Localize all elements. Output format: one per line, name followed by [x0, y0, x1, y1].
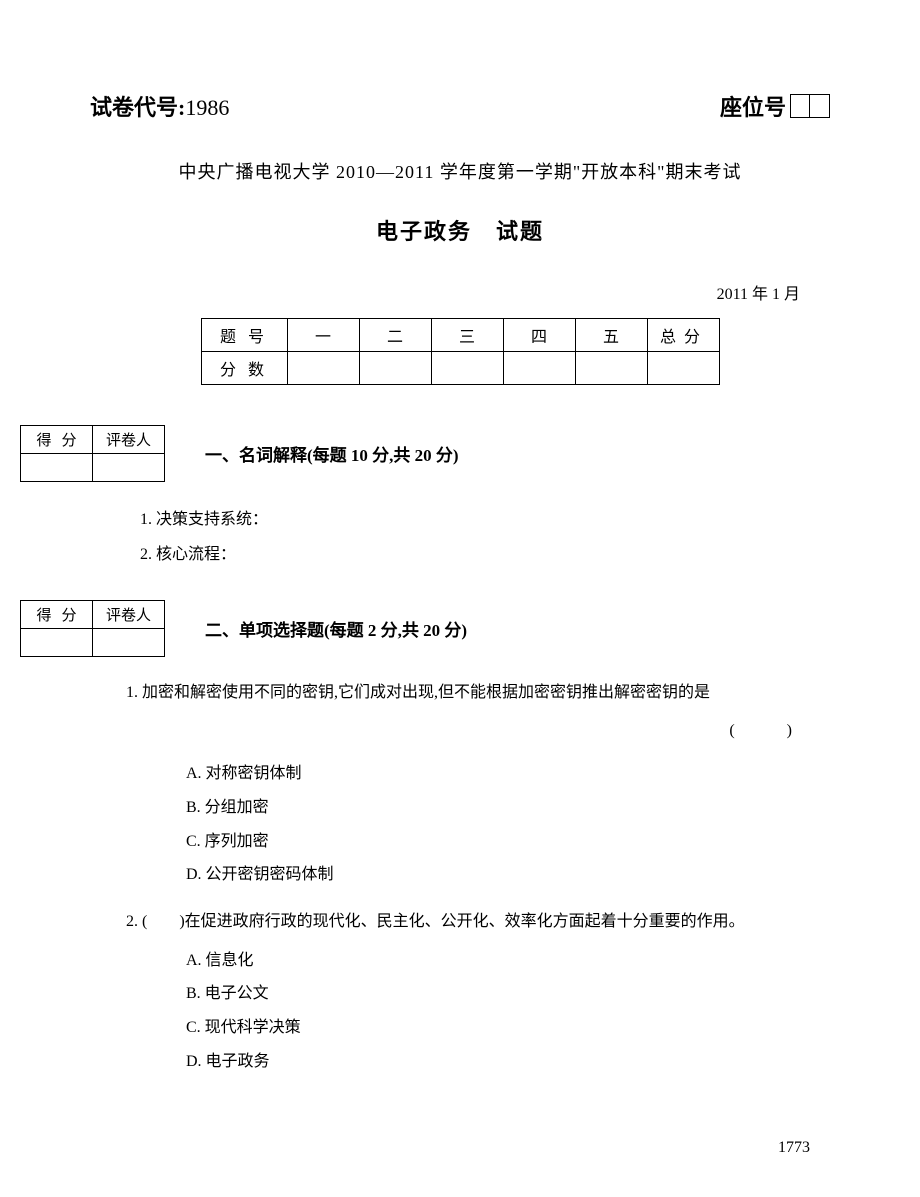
score-cell-1[interactable] [287, 352, 359, 385]
section-1-questions: 1. 决策支持系统： 2. 核心流程： [140, 502, 830, 572]
q2-2-opt-a: A. 信息化 [186, 944, 830, 978]
seat-cell-1[interactable] [790, 94, 810, 118]
q2-1-opt-c: C. 序列加密 [186, 825, 830, 859]
header-row: 试卷代号:1986 座位号 [90, 90, 830, 122]
grader-score-label-2: 得分 [21, 601, 93, 629]
q2-2-opt-d: D. 电子政务 [186, 1045, 830, 1079]
score-cell-3[interactable] [431, 352, 503, 385]
col-5: 五 [575, 319, 647, 352]
col-total: 总分 [647, 319, 719, 352]
score-cell-2[interactable] [359, 352, 431, 385]
score-table-header-row: 题号 一 二 三 四 五 总分 [201, 319, 719, 352]
grader-score-cell-2[interactable] [21, 629, 93, 657]
grader-box-2: 得分 评卷人 [20, 600, 165, 657]
section-1-title: 一、名词解释(每题 10 分,共 20 分) [205, 441, 459, 466]
grader-name-cell-2[interactable] [93, 629, 165, 657]
col-4: 四 [503, 319, 575, 352]
paper-code-label: 试卷代号: [90, 95, 185, 120]
section-2-title: 二、单项选择题(每题 2 分,共 20 分) [205, 616, 467, 641]
q2-2-opt-b: B. 电子公文 [186, 977, 830, 1011]
grader-box-1: 得分 评卷人 [20, 425, 165, 482]
q2-1-options: A. 对称密钥体制 B. 分组加密 C. 序列加密 D. 公开密钥密码体制 [186, 757, 830, 891]
seat-cell-2[interactable] [810, 94, 830, 118]
score-cell-4[interactable] [503, 352, 575, 385]
grader-name-label-2: 评卷人 [93, 601, 165, 629]
score-row-label: 题号 [201, 319, 287, 352]
q2-1-paren: ( ) [126, 715, 830, 747]
exam-subtitle: 中央广播电视大学 2010—2011 学年度第一学期"开放本科"期末考试 [90, 158, 830, 184]
seat-box: 座位号 [720, 90, 830, 122]
q1-1: 1. 决策支持系统： [140, 502, 830, 537]
paper-code-value: 1986 [185, 95, 229, 120]
score-summary-table: 题号 一 二 三 四 五 总分 分数 [201, 318, 720, 385]
section-2-header: 得分 评卷人 二、单项选择题(每题 2 分,共 20 分) [20, 600, 830, 657]
exam-title: 电子政务 试题 [90, 214, 830, 246]
col-2: 二 [359, 319, 431, 352]
exam-date: 2011 年 1 月 [90, 280, 830, 304]
grader-score-label: 得分 [21, 426, 93, 454]
seat-cells [790, 94, 830, 118]
q2-1-opt-a: A. 对称密钥体制 [186, 757, 830, 791]
q2-1-stem: 1. 加密和解密使用不同的密钥,它们成对出现,但不能根据加密密钥推出解密密钥的是 [126, 677, 830, 709]
col-1: 一 [287, 319, 359, 352]
page-number: 1773 [778, 1139, 810, 1157]
q2-2-options: A. 信息化 B. 电子公文 C. 现代科学决策 D. 电子政务 [186, 944, 830, 1078]
score-cell-5[interactable] [575, 352, 647, 385]
q2-2-stem: 2. ( )在促进政府行政的现代化、民主化、公开化、效率化方面起着十分重要的作用… [126, 906, 830, 938]
score-cell-total[interactable] [647, 352, 719, 385]
grader-name-cell[interactable] [93, 454, 165, 482]
q2-1-opt-b: B. 分组加密 [186, 791, 830, 825]
score-table-value-row: 分数 [201, 352, 719, 385]
q2-2-opt-c: C. 现代科学决策 [186, 1011, 830, 1045]
grader-score-cell[interactable] [21, 454, 93, 482]
col-3: 三 [431, 319, 503, 352]
grader-name-label: 评卷人 [93, 426, 165, 454]
seat-label: 座位号 [720, 90, 786, 122]
score-value-label: 分数 [201, 352, 287, 385]
q1-2: 2. 核心流程： [140, 537, 830, 572]
q2-1-opt-d: D. 公开密钥密码体制 [186, 858, 830, 892]
paper-code: 试卷代号:1986 [90, 90, 229, 122]
section-2-questions: 1. 加密和解密使用不同的密钥,它们成对出现,但不能根据加密密钥推出解密密钥的是… [126, 677, 830, 1078]
section-1-header: 得分 评卷人 一、名词解释(每题 10 分,共 20 分) [20, 425, 830, 482]
